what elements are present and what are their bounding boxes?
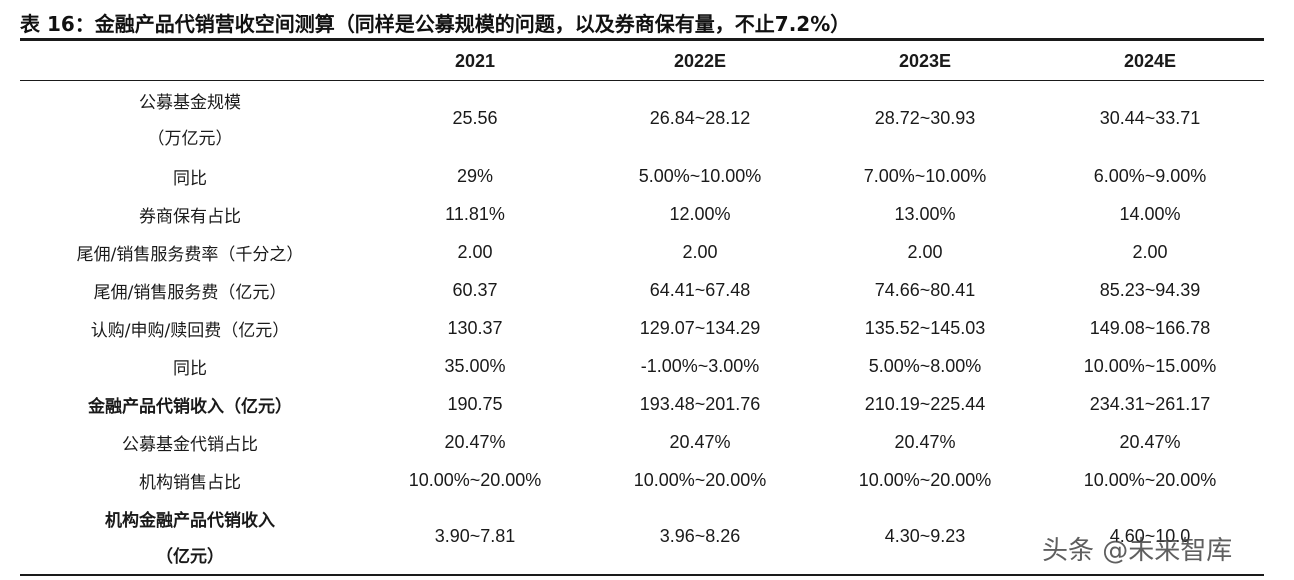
table-cell: 4.60~10.0 (1109, 525, 1191, 546)
row-label: 同比 (173, 168, 207, 189)
table-cell: 11.81% (445, 203, 505, 224)
table-cell: 14.00% (1119, 203, 1181, 224)
table-cell: 35.00% (444, 355, 506, 376)
table-cell: 6.00%~9.00% (1093, 165, 1207, 186)
watermark: 头条 @未来智库 (1042, 536, 1233, 566)
table-cell: 85.23~94.39 (1099, 279, 1201, 300)
table-cell: 10.00%~20.00% (408, 469, 542, 490)
table-cell: 2.00 (457, 241, 493, 262)
table-cell: 129.07~134.29 (639, 317, 761, 338)
table-cell: 135.52~145.03 (864, 317, 986, 338)
table-cell: 4.30~9.23 (884, 525, 966, 546)
table-cell: 149.08~166.78 (1089, 317, 1211, 338)
header-2023e: 2023E (898, 50, 952, 71)
bottom-rule (20, 574, 1264, 576)
table-cell: 20.47% (444, 431, 506, 452)
table-cell: 13.00% (894, 203, 956, 224)
table-cell: -1.00%~3.00% (640, 355, 760, 376)
table-cell: 2.00 (907, 241, 943, 262)
header-2022e: 2022E (673, 50, 727, 71)
table-title: 表 16：金融产品代销营收空间测算（同样是公募规模的问题，以及券商保有量，不止7… (20, 12, 851, 36)
table-cell: 190.75 (447, 393, 503, 414)
header-2024e: 2024E (1123, 50, 1177, 71)
top-rule (20, 38, 1264, 41)
table-cell: 3.90~7.81 (434, 525, 516, 546)
table-cell: 7.00%~10.00% (863, 165, 987, 186)
row-label: 金融产品代销收入（亿元） (88, 396, 292, 417)
row-label-unit: （亿元） (156, 546, 224, 567)
table-cell: 5.00%~8.00% (868, 355, 982, 376)
table-cell: 12.00% (669, 203, 731, 224)
row-label: 券商保有占比 (139, 206, 241, 227)
table-cell: 10.00%~15.00% (1083, 355, 1217, 376)
table-cell: 64.41~67.48 (649, 279, 751, 300)
row-label: 尾佣/销售服务费率（千分之） (76, 244, 304, 265)
row-label: 机构金融产品代销收入 (105, 510, 275, 531)
table-cell: 130.37 (447, 317, 503, 338)
table-cell: 193.48~201.76 (639, 393, 761, 414)
row-label: 尾佣/销售服务费（亿元） (93, 282, 287, 303)
table-cell: 5.00%~10.00% (638, 165, 762, 186)
table-cell: 60.37 (452, 279, 498, 300)
table-cell: 74.66~80.41 (874, 279, 976, 300)
row-label-unit: （万亿元） (147, 128, 233, 149)
table-cell: 10.00%~20.00% (858, 469, 992, 490)
header-2021: 2021 (454, 50, 496, 71)
table-cell: 28.72~30.93 (874, 107, 976, 128)
row-label: 机构销售占比 (139, 472, 241, 493)
table-cell: 20.47% (1119, 431, 1181, 452)
table-cell: 25.56 (452, 107, 498, 128)
table-cell: 20.47% (669, 431, 731, 452)
table-cell: 10.00%~20.00% (633, 469, 767, 490)
table-cell: 2.00 (682, 241, 718, 262)
table-cell: 29% (456, 165, 494, 186)
table-cell: 210.19~225.44 (864, 393, 986, 414)
table-cell: 2.00 (1132, 241, 1168, 262)
row-label: 公募基金规模 (139, 92, 241, 113)
row-label: 认购/申购/赎回费（亿元） (90, 320, 290, 341)
table-cell: 20.47% (894, 431, 956, 452)
table-cell: 30.44~33.71 (1099, 107, 1201, 128)
row-label: 同比 (173, 358, 207, 379)
header-rule (20, 80, 1264, 81)
table-cell: 10.00%~20.00% (1083, 469, 1217, 490)
table-cell: 3.96~8.26 (659, 525, 741, 546)
table-cell: 234.31~261.17 (1089, 393, 1211, 414)
row-label: 公募基金代销占比 (122, 434, 258, 455)
table-cell: 26.84~28.12 (649, 107, 751, 128)
